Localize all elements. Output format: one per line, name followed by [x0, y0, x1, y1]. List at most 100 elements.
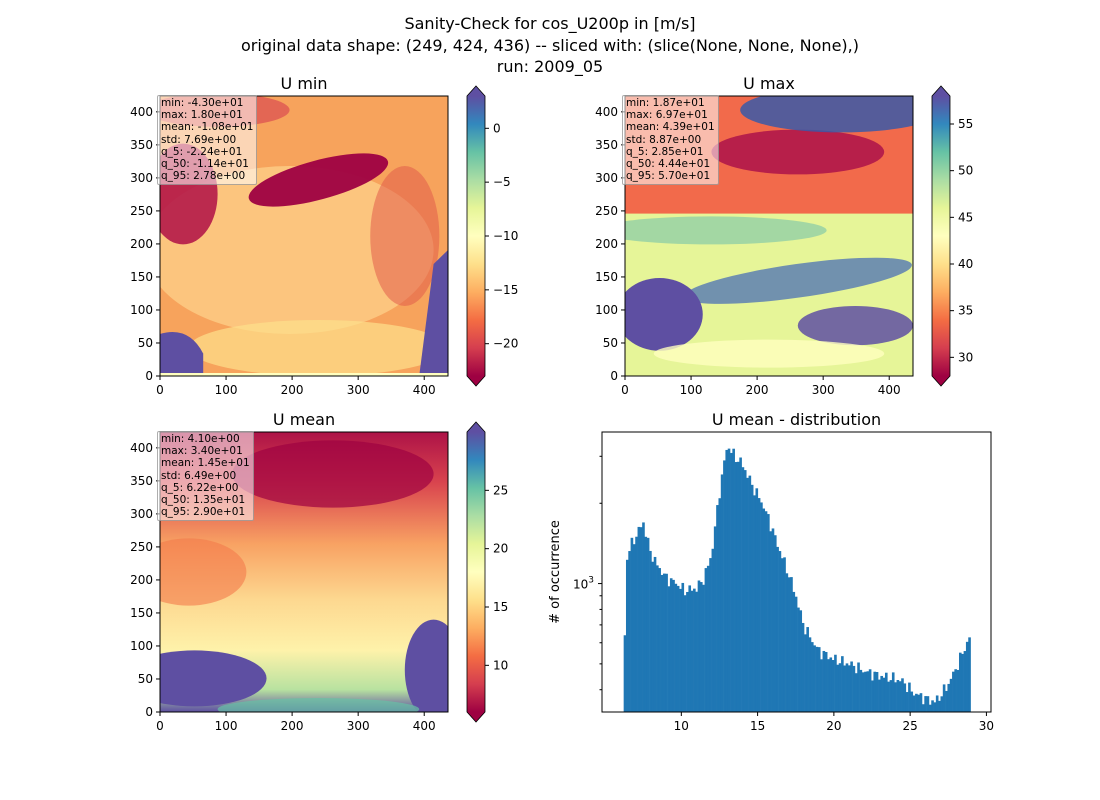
histogram-bar — [783, 557, 786, 712]
histogram-bar — [947, 683, 951, 712]
histogram-bar — [831, 660, 835, 712]
histogram-bar — [843, 665, 846, 712]
histogram-bar — [945, 690, 948, 712]
histogram-bar — [727, 448, 731, 712]
y-tick-label: 0 — [145, 705, 153, 719]
colorbar-extend-bottom — [932, 376, 950, 386]
stats-line: q_50: 4.44e+01 — [626, 158, 711, 171]
y-tick-label: 0 — [145, 369, 153, 383]
histogram-bar — [662, 573, 666, 712]
x-tick-label: 100 — [215, 383, 238, 397]
y-tick-label: 150 — [130, 270, 153, 284]
colorbar-tick-label: 45 — [958, 210, 973, 224]
stats-line: q_5: 2.85e+01 — [626, 145, 704, 158]
panel-title: U min — [281, 74, 328, 93]
field-blob — [653, 339, 885, 368]
histogram-bar — [753, 495, 756, 712]
x-tick-label: 300 — [347, 719, 370, 733]
x-tick-label: 400 — [878, 383, 901, 397]
histogram-bar — [787, 577, 791, 712]
histogram-bar — [938, 700, 941, 712]
colorbar-tick-label: 25 — [493, 483, 508, 497]
axes-frame — [159, 95, 449, 377]
histogram-bar — [815, 646, 819, 712]
panel-title: U mean — [273, 410, 335, 429]
histogram-bar — [656, 565, 659, 712]
histogram-bar — [769, 531, 772, 712]
histogram-bar — [797, 607, 800, 712]
histogram-bar — [741, 467, 745, 712]
histogram-bar — [625, 559, 629, 712]
y-tick-label: 350 — [130, 138, 153, 152]
x-tick-label: 0 — [156, 383, 164, 397]
y-tick-label: 100 — [595, 303, 618, 317]
stats-line: q_95: 2.90e+01 — [161, 506, 246, 519]
histogram-bar — [790, 577, 793, 712]
histogram-bar — [857, 662, 860, 712]
histogram-bar — [871, 680, 874, 712]
histogram-bar — [917, 694, 920, 712]
histogram-bar — [896, 680, 900, 712]
y-tick-label: 400 — [130, 105, 153, 119]
y-tick-label: 50 — [138, 672, 153, 686]
field-blob — [683, 257, 912, 304]
histogram-bar — [725, 449, 729, 712]
colorbar-tick-label: 15 — [493, 600, 508, 614]
histogram-bar — [820, 659, 823, 712]
histogram-bar — [864, 671, 867, 712]
x-tick-label: 0 — [621, 383, 629, 397]
colorbar-tick-label: 50 — [958, 164, 973, 178]
histogram-bar — [952, 671, 955, 712]
histogram-bar — [778, 551, 782, 712]
x-tick-label: 30 — [979, 719, 994, 733]
field-blob — [217, 698, 420, 712]
colorbar-tick-label: 0 — [493, 121, 501, 135]
histogram-bar — [653, 556, 657, 712]
stats-line: q_50: -1.14e+01 — [161, 158, 249, 171]
histogram-bar — [771, 528, 775, 712]
histogram-bar — [739, 457, 742, 712]
stats-line: max: 3.40e+01 — [161, 445, 243, 458]
stats-line: q_50: 1.35e+01 — [161, 494, 246, 507]
field-blob — [188, 320, 448, 376]
stats-line: max: 6.97e+01 — [626, 109, 708, 122]
histogram-bar — [968, 637, 971, 712]
histogram-bar — [630, 537, 634, 712]
field-blob — [404, 619, 448, 712]
histogram-bar — [730, 452, 733, 712]
stats-line: std: 7.69e+00 — [161, 133, 237, 146]
histogram-bar — [760, 502, 763, 712]
histogram-bar — [755, 488, 759, 712]
histogram-bar — [845, 663, 849, 712]
colorbar-extend-top — [467, 86, 485, 96]
histogram-bar — [702, 584, 705, 712]
stats-line: mean: 1.45e+01 — [161, 457, 250, 470]
histogram-bar — [723, 460, 726, 712]
histogram-bar — [813, 645, 816, 712]
y-tick-label: 0 — [610, 369, 618, 383]
histogram-bar — [757, 498, 761, 712]
y-tick-label: 300 — [130, 171, 153, 185]
histogram-bar — [623, 635, 627, 712]
histogram-bar — [706, 565, 710, 712]
histogram-bar — [713, 526, 717, 712]
histogram-bar — [773, 535, 777, 712]
histogram-bar — [933, 702, 937, 712]
histogram-bar — [776, 546, 779, 712]
histogram-bar — [637, 526, 641, 712]
x-tick-label: 200 — [746, 383, 769, 397]
y-tick-label: 300 — [130, 507, 153, 521]
histogram-bar — [704, 568, 708, 712]
histogram-bar — [658, 568, 661, 712]
x-tick-label: 400 — [413, 383, 436, 397]
histogram-bar — [780, 558, 784, 712]
histogram-panel: U mean - distribution 10 15 20 25 30 103 # of o… — [548, 410, 994, 733]
colorbar-tick-label: 55 — [958, 117, 973, 131]
histogram-bar — [632, 544, 636, 712]
histogram-bar — [688, 585, 692, 712]
histogram-bar — [949, 678, 953, 712]
y-tick-label: 400 — [595, 105, 618, 119]
stats-line: min: 1.87e+01 — [626, 97, 705, 109]
histogram-bar — [639, 527, 643, 712]
y-tick-label: 350 — [130, 474, 153, 488]
